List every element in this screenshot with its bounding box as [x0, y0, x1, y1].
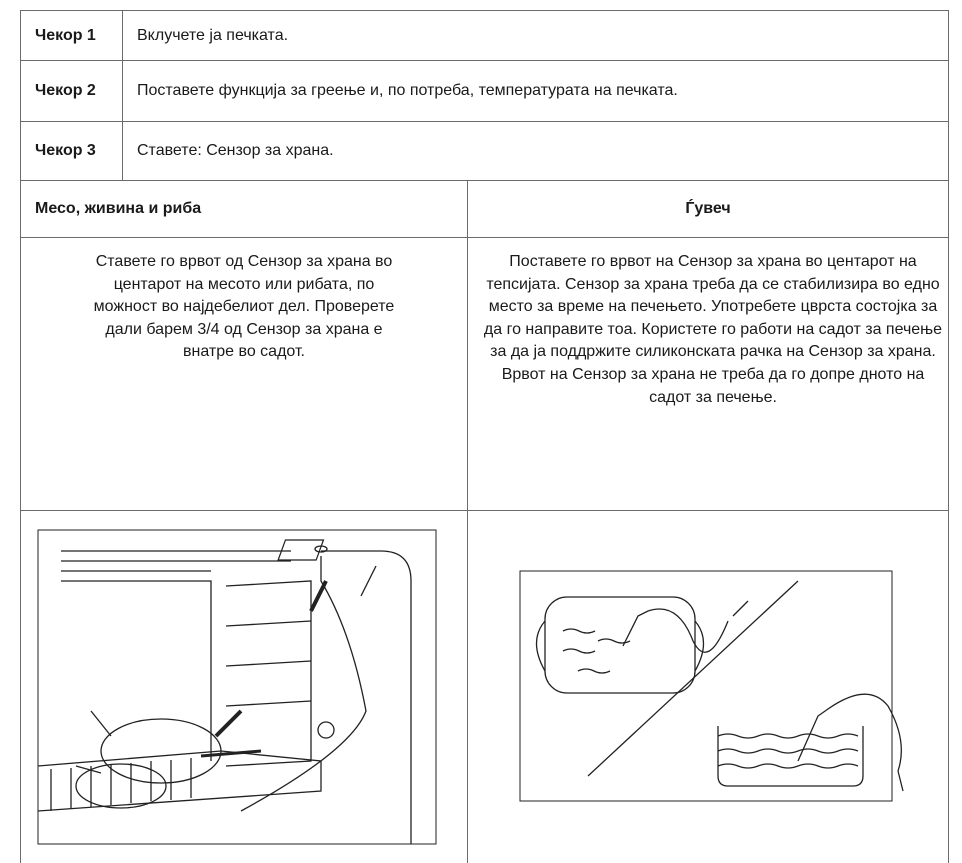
column-cell: Поставете го врвот на Сензор за храна во… [468, 238, 949, 511]
oven-illustration [21, 511, 467, 858]
instruction-table: Чекор 1 Вклучете ја печката. Чекор 2 Пос… [20, 10, 949, 863]
step-text: Ставете: Сензор за храна. [123, 122, 949, 181]
column-texts: Ставете го врвот од Сензор за храна во ц… [21, 238, 949, 511]
step-label: Чекор 1 [21, 11, 123, 61]
step-label: Чекор 2 [21, 61, 123, 122]
illustration-cell [468, 511, 949, 863]
column-heading: Ѓувеч [468, 181, 949, 238]
step-label: Чекор 3 [21, 122, 123, 181]
step-row: Чекор 3 Ставете: Сензор за храна. [21, 122, 949, 181]
column-heading: Месо, живина и риба [21, 181, 468, 238]
step-row: Чекор 2 Поставете функција за греење и, … [21, 61, 949, 122]
step-row: Чекор 1 Вклучете ја печката. [21, 11, 949, 61]
step-text: Вклучете ја печката. [123, 11, 949, 61]
column-cell: Ставете го врвот од Сензор за храна во ц… [21, 238, 468, 511]
casserole-illustration [468, 511, 949, 858]
illustrations [21, 511, 949, 863]
column-text: Ставете го врвот од Сензор за храна во ц… [83, 251, 405, 364]
column-text: Поставете го врвот на Сензор за храна во… [482, 251, 944, 409]
page: {"steps":[{"label":"Чекор 1","text":"Вкл… [0, 0, 962, 845]
illustration-cell [21, 511, 468, 863]
column-headings: Месо, живина и риба Ѓувеч [21, 181, 949, 238]
step-text: Поставете функција за греење и, по потре… [123, 61, 949, 122]
